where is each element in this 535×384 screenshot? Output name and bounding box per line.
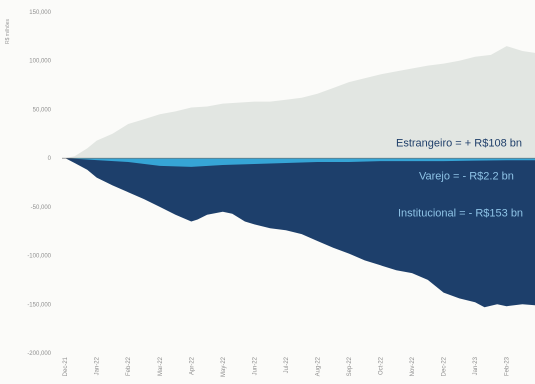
y-tick-label: -100,000 [27, 254, 51, 260]
y-tick-label: -150,000 [27, 302, 51, 308]
x-tick-label: Jan-23 [473, 356, 479, 375]
x-tick-label: Sep-22 [347, 356, 353, 376]
y-tick-label: 100,000 [29, 59, 51, 65]
x-tick-label: Jun-22 [252, 356, 258, 375]
area-varejo [65, 158, 535, 167]
x-tick-label: Dec-21 [63, 356, 69, 376]
annotation-varejo: Varejo = - R$2.2 bn [419, 171, 514, 183]
annotation-institucional: Institucional = - R$153 bn [398, 208, 523, 220]
y-tick-label: -200,000 [27, 351, 51, 357]
x-tick-label: Aug-22 [315, 356, 321, 376]
y-tick-label: 50,000 [33, 107, 52, 113]
x-tick-label: Nov-22 [410, 356, 416, 376]
area-institucional [65, 158, 535, 308]
area-estrangeiro [65, 46, 535, 159]
x-tick-label: Jul-22 [284, 356, 290, 373]
annotation-estrangeiro: Estrangeiro = + R$108 bn [396, 137, 522, 149]
annotations-layer: Estrangeiro = + R$108 bn Varejo = - R$2.2… [396, 137, 523, 219]
x-tick-label: Feb-22 [126, 356, 132, 376]
x-tick-label: Oct-22 [379, 356, 385, 375]
y-tick-label: -50,000 [31, 205, 52, 211]
y-tick-label: 0 [48, 156, 52, 162]
y-tick-label: 150,000 [29, 10, 51, 16]
areas-layer [65, 46, 535, 308]
x-tick-label: May-22 [221, 356, 227, 377]
x-tick-label: Jan-22 [95, 356, 101, 375]
x-tick-label: Feb-23 [505, 356, 511, 376]
x-tick-label: Dec-22 [442, 356, 448, 376]
x-tick-label: Mar-22 [158, 356, 164, 376]
axes-layer: 150,000 100,000 50,000 0 -50,000 -100,000 -150… [5, 10, 535, 377]
y-axis-label: R$ milhões [5, 18, 11, 44]
x-tick-label: Apr-22 [189, 356, 195, 375]
